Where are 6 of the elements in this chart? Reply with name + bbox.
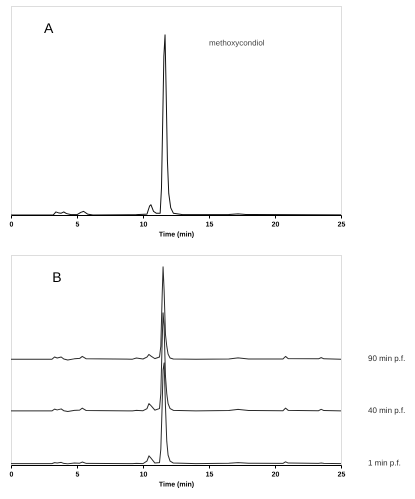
text: 90 min p.f. — [368, 354, 406, 364]
text: 40 min p.f. — [368, 406, 406, 415]
annotation: methoxycondiol — [209, 38, 265, 48]
text: 1 min p.f. — [368, 458, 401, 468]
annotation: B — [52, 269, 62, 286]
annotation: A — [44, 20, 54, 36]
